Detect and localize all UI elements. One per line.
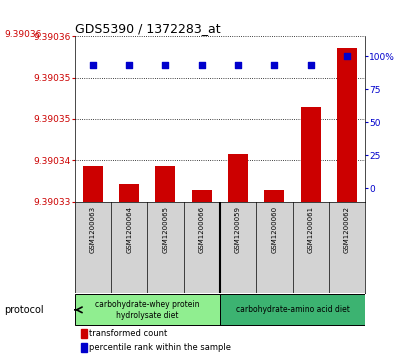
Text: GSM1200062: GSM1200062 <box>344 206 350 253</box>
Bar <box>119 184 139 201</box>
Point <box>162 62 169 68</box>
Text: carbohydrate-amino acid diet: carbohydrate-amino acid diet <box>236 305 349 314</box>
FancyBboxPatch shape <box>220 294 365 325</box>
Bar <box>301 107 321 201</box>
Point <box>344 53 350 59</box>
Bar <box>192 190 212 201</box>
Text: GSM1200060: GSM1200060 <box>271 206 277 253</box>
Point <box>235 62 242 68</box>
Bar <box>81 329 88 338</box>
Bar <box>228 154 248 201</box>
Text: GSM1200065: GSM1200065 <box>163 206 168 253</box>
Text: GDS5390 / 1372283_at: GDS5390 / 1372283_at <box>75 22 220 35</box>
Bar <box>337 48 357 201</box>
Text: GSM1200066: GSM1200066 <box>199 206 205 253</box>
Bar <box>156 166 176 201</box>
Point <box>271 62 278 68</box>
Text: 9.39036: 9.39036 <box>4 30 42 39</box>
Text: GSM1200059: GSM1200059 <box>235 206 241 253</box>
Point <box>126 62 132 68</box>
Text: GSM1200063: GSM1200063 <box>90 206 96 253</box>
Bar <box>264 190 284 201</box>
Text: carbohydrate-whey protein
hydrolysate diet: carbohydrate-whey protein hydrolysate di… <box>95 300 200 319</box>
Bar <box>81 343 88 352</box>
Text: transformed count: transformed count <box>89 329 167 338</box>
FancyBboxPatch shape <box>75 294 220 325</box>
Text: percentile rank within the sample: percentile rank within the sample <box>89 343 231 352</box>
Text: protocol: protocol <box>4 305 44 315</box>
Text: GSM1200061: GSM1200061 <box>308 206 314 253</box>
Text: GSM1200064: GSM1200064 <box>126 206 132 253</box>
Point <box>90 62 96 68</box>
Point <box>308 62 314 68</box>
Bar <box>83 166 103 201</box>
Point <box>198 62 205 68</box>
